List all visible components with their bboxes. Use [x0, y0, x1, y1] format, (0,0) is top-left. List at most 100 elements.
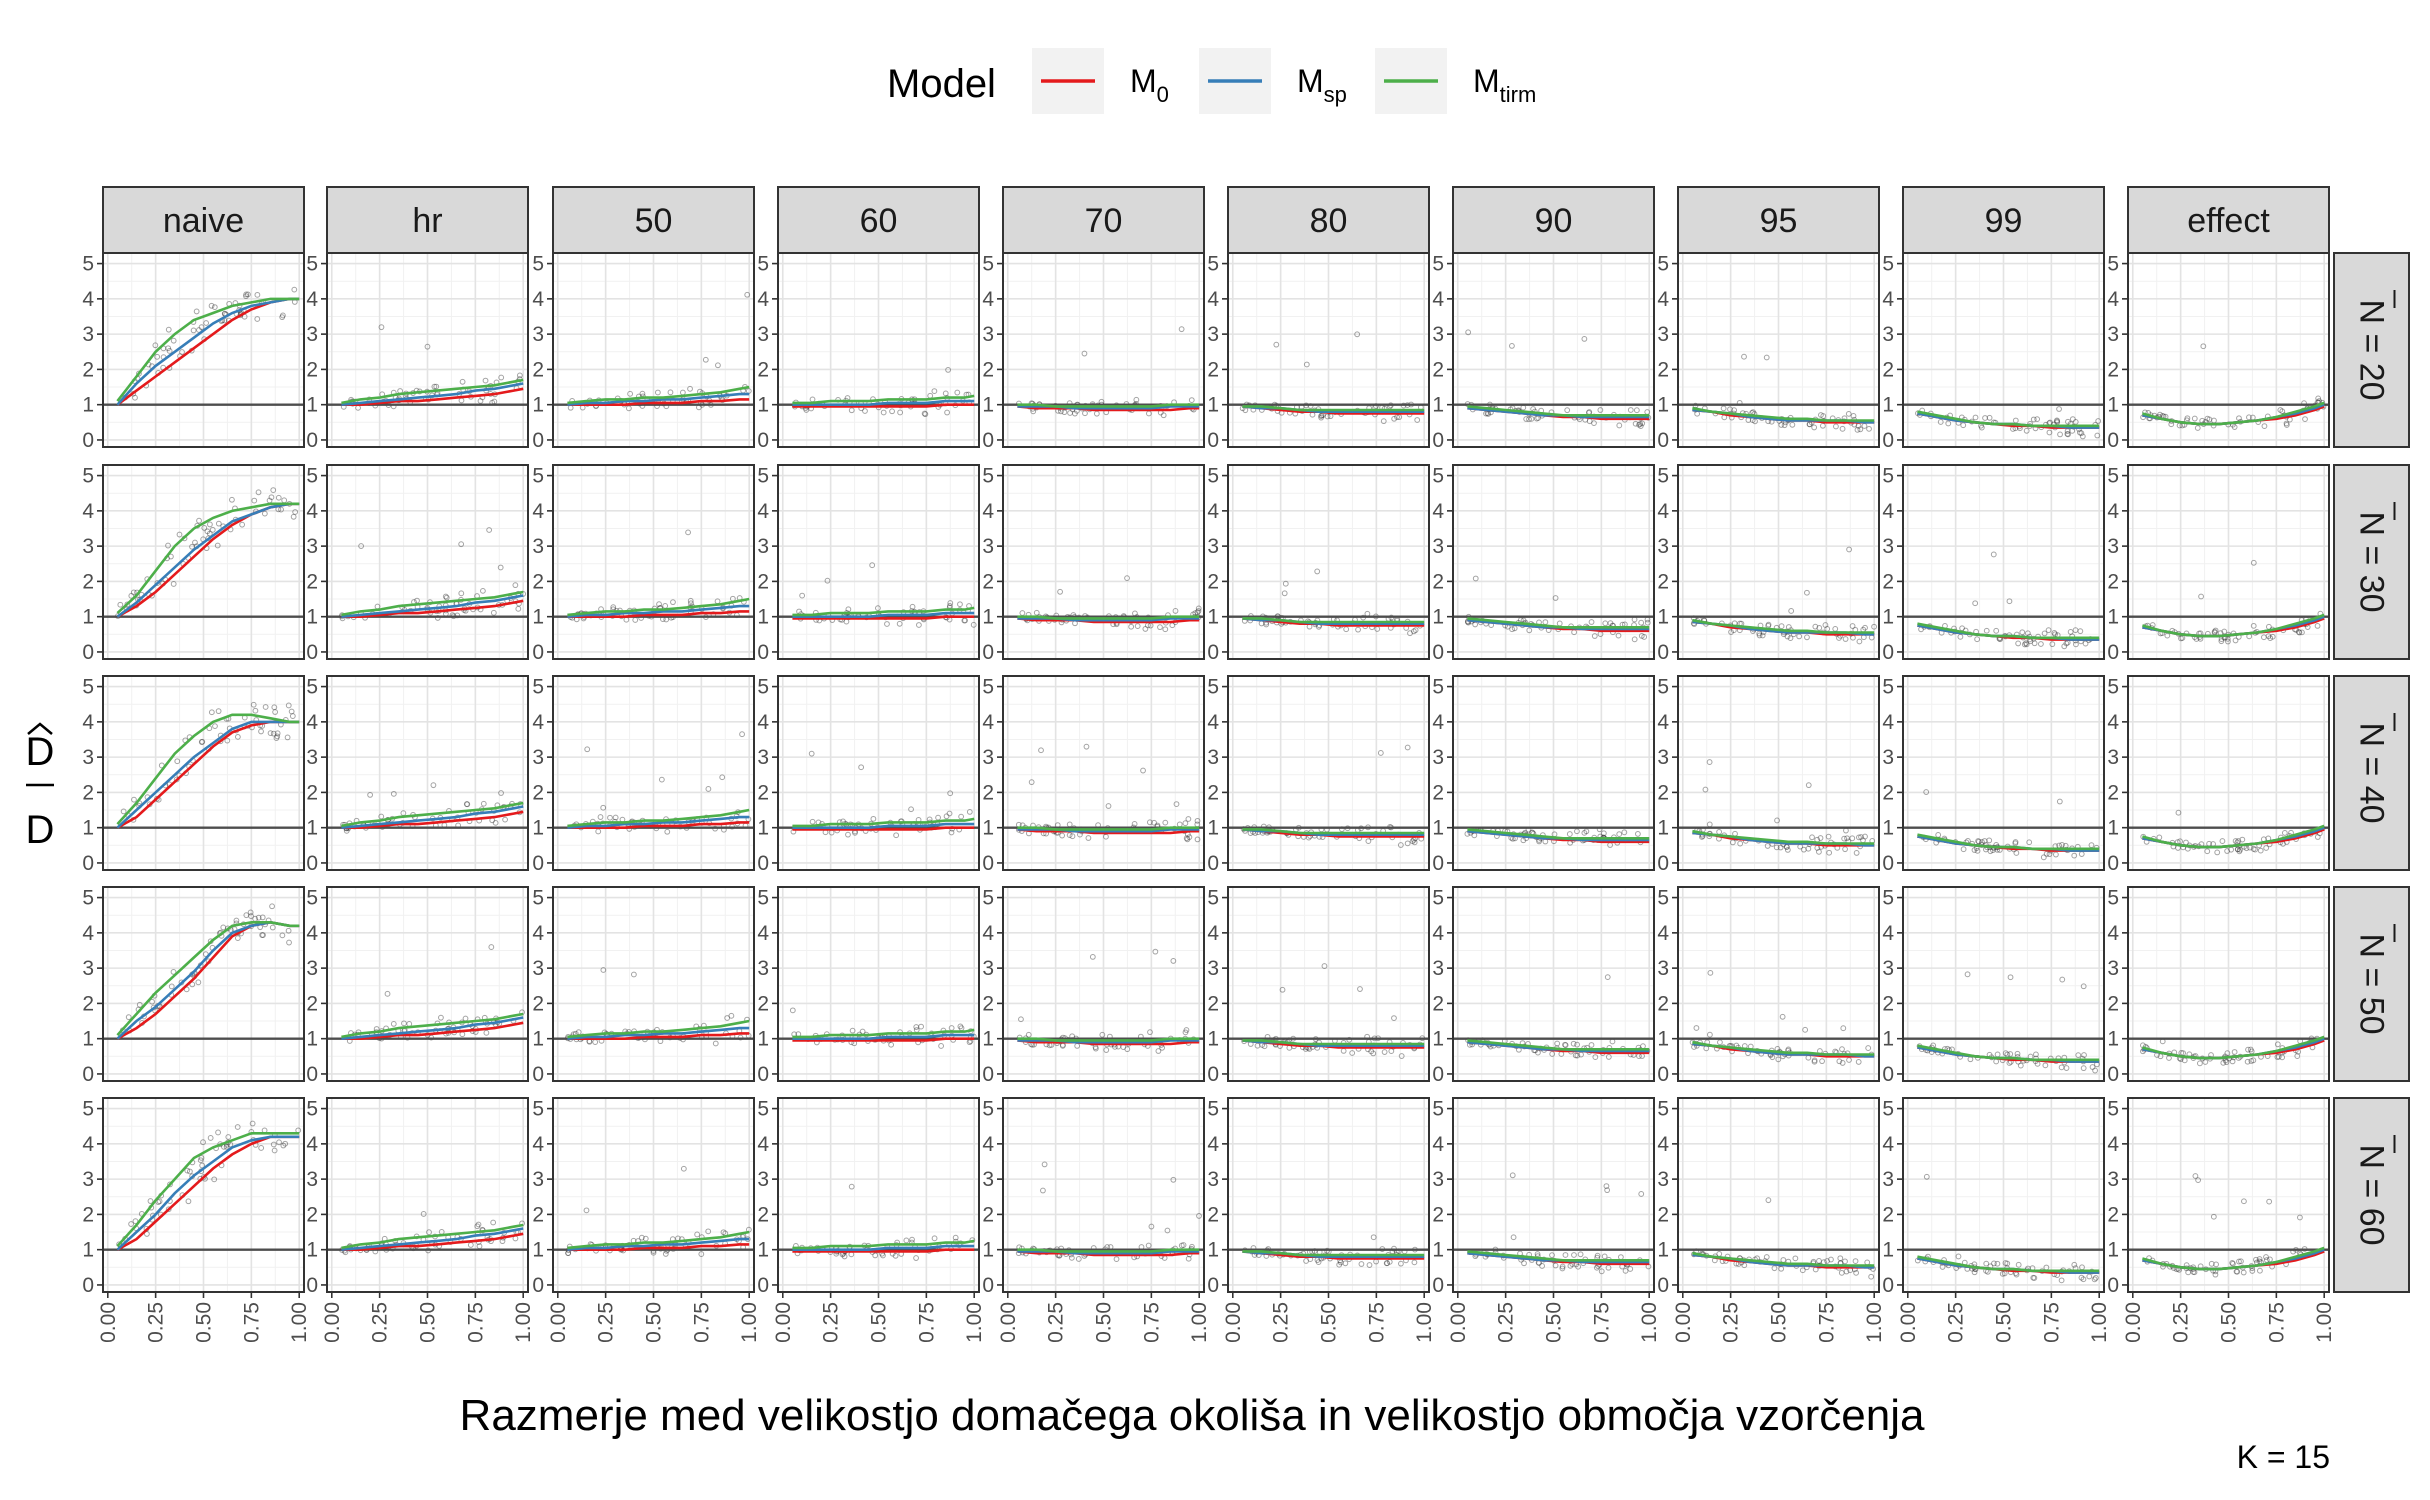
y-tick-label: 4 [757, 711, 769, 734]
y-tick-label: 1 [1657, 394, 1669, 417]
data-point [270, 487, 277, 493]
data-point [1552, 595, 1559, 601]
data-point [1564, 407, 1571, 414]
data-point [654, 389, 661, 396]
y-tick-label: 3 [1207, 323, 1219, 346]
x-tick-label: 1.00 [963, 1302, 986, 1343]
data-point [656, 601, 662, 608]
y-axis-ticks: 0 1 2 3 4 5 [1207, 465, 1228, 664]
y-tick-label: 0 [1657, 641, 1669, 664]
series-line-M0 [341, 387, 524, 406]
y-axis-ticks: 0 1 2 3 4 5 [1657, 465, 1678, 664]
data-point [292, 509, 299, 515]
panel-border [552, 675, 755, 871]
row-strip-2: N = 30 [2333, 464, 2410, 660]
data-point [208, 709, 215, 716]
data-point [480, 800, 487, 807]
y-tick-label: 4 [757, 500, 769, 523]
y-tick-label: 4 [757, 288, 769, 311]
y-tick-label: 0 [982, 641, 994, 664]
data-point [970, 621, 977, 628]
data-point [482, 377, 489, 384]
facet-panel-50-1: 0 1 2 3 4 5 [532, 252, 755, 452]
data-point [869, 562, 876, 569]
y-tick-label: 1 [2107, 817, 2119, 840]
data-point [1082, 410, 1088, 417]
y-tick-label: 1 [982, 1028, 994, 1051]
x-tick-label: 0.25 [1495, 1302, 1518, 1343]
y-tick-label: 4 [532, 500, 544, 523]
series-line-Msp [792, 611, 975, 618]
data-point [824, 577, 831, 584]
facet-panel-naive-4: 0 1 2 3 4 5 [82, 886, 305, 1086]
panel-border [1227, 464, 1430, 660]
series-line-Mtirm [116, 713, 300, 825]
data-point [1615, 632, 1622, 639]
data-point [1151, 819, 1157, 826]
y-tick-label: 3 [757, 323, 769, 346]
data-point [378, 324, 385, 331]
data-point [1066, 832, 1073, 839]
data-point [2250, 622, 2257, 629]
series-line-Msp [567, 392, 750, 406]
data-point [1182, 820, 1189, 827]
y-axis-ticks: 0 1 2 3 4 5 [757, 253, 778, 452]
data-point [1528, 415, 1535, 422]
x-tick-label: 0.25 [145, 1302, 168, 1343]
data-point [2277, 407, 2284, 413]
facet-panel-80-1: 0 1 2 3 4 5 [1207, 252, 1430, 452]
series-line-Mtirm [1917, 622, 2100, 640]
data-point [1591, 420, 1597, 427]
facet-panel-80-4: 0 1 2 3 4 5 [1207, 886, 1430, 1086]
data-point [1194, 836, 1201, 843]
data-point [848, 407, 855, 414]
panel-border [102, 464, 305, 660]
x-tick-label: 0.25 [1270, 1302, 1293, 1343]
y-axis-ticks: 0 1 2 3 4 5 [1207, 253, 1228, 452]
y-tick-label: 3 [757, 957, 769, 980]
data-point [1061, 409, 1068, 416]
data-point [271, 704, 278, 711]
x-tick-label: 1.00 [288, 1302, 311, 1343]
y-axis-ticks: 0 1 2 3 4 5 [82, 253, 103, 452]
y-tick-label: 4 [1882, 711, 1894, 734]
data-point [2031, 640, 2038, 647]
data-point [2065, 418, 2071, 425]
panel-grid [327, 465, 528, 659]
data-point [584, 746, 591, 753]
y-tick-label: 0 [1432, 852, 1444, 875]
data-point [215, 708, 222, 715]
data-point [515, 605, 522, 612]
y-axis-ticks: 0 1 2 3 4 5 [757, 465, 778, 664]
data-point [1354, 331, 1361, 338]
data-point [688, 600, 694, 607]
y-tick-label: 0 [2107, 1063, 2119, 1086]
y-tick-label: 0 [757, 852, 769, 875]
y-tick-label: 0 [982, 429, 994, 452]
y-tick-label: 0 [532, 1274, 544, 1297]
data-point [458, 541, 465, 548]
y-tick-label: 4 [306, 288, 318, 311]
y-tick-label: 4 [1207, 711, 1219, 734]
x-tick-label: 1.00 [1638, 1302, 1661, 1343]
data-point [889, 408, 895, 415]
data-point [2021, 641, 2028, 648]
facet-panel-naive-2: 0 1 2 3 4 5 [82, 464, 305, 664]
y-tick-label: 4 [1432, 711, 1444, 734]
y-tick-label: 5 [2107, 887, 2119, 910]
series-line-Mtirm [567, 385, 750, 405]
data-point [1741, 353, 1747, 360]
data-point [2037, 641, 2044, 647]
data-point [433, 383, 440, 390]
y-tick-label: 3 [757, 746, 769, 769]
y-tick-label: 3 [1207, 746, 1219, 769]
y-tick-label: 1 [306, 606, 318, 629]
data-point [884, 621, 890, 627]
y-tick-label: 3 [532, 957, 544, 980]
y-axis-ticks: 0 1 2 3 4 5 [1882, 465, 1903, 664]
y-tick-label: 0 [532, 429, 544, 452]
series-line-Mtirm [2142, 401, 2325, 426]
y-tick-label: 4 [1657, 922, 1669, 945]
y-tick-label: 5 [1432, 253, 1444, 276]
row-strip-3: N = 40 [2333, 675, 2410, 871]
